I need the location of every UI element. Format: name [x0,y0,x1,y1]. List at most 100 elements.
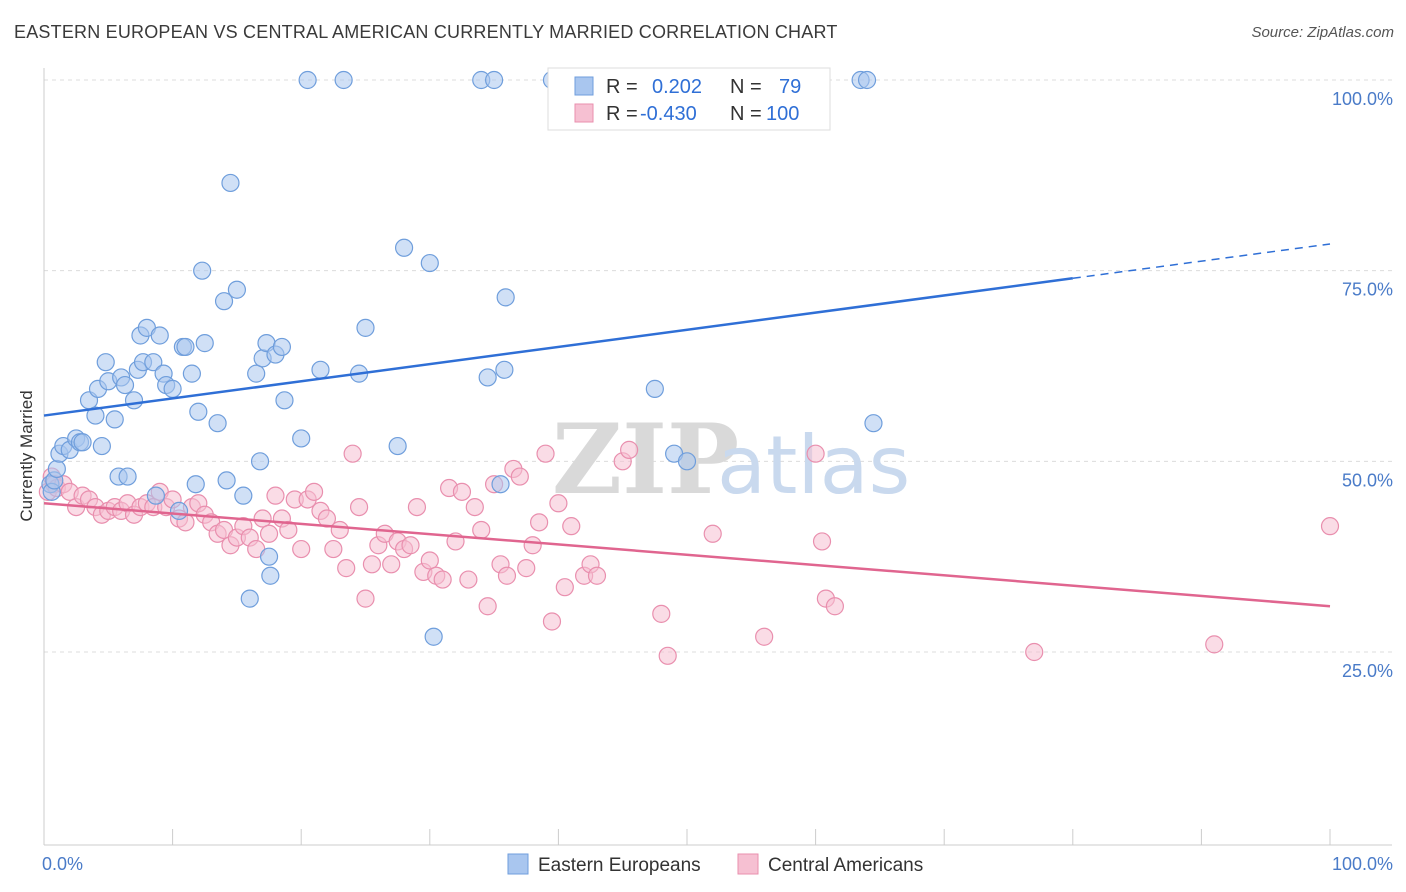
eastern-europeans-point [298,70,317,90]
central-americans-point [825,597,844,616]
eastern-europeans-point [176,337,195,357]
central-americans-point [806,444,825,463]
eastern-europeans-point [478,368,497,387]
central-americans-point [362,555,382,574]
eastern-europeans-point [169,501,189,521]
legend-r-value-pink: -0.430 [640,103,697,125]
legend-swatch-pink [574,103,594,123]
eastern-europeans-point [275,391,294,410]
central-americans-points [38,440,1340,665]
legend-n-value-pink: 100 [766,103,799,125]
eastern-europeans-point [214,292,234,311]
central-americans-point [266,486,285,505]
central-americans-point [259,524,279,543]
central-americans-point [1205,635,1224,654]
eastern-europeans-point [73,433,92,452]
eastern-europeans-point [208,414,227,433]
x-tick-label-max: 100.0% [1332,854,1393,874]
eastern-europeans-point [261,566,280,585]
eastern-europeans-point [150,326,169,345]
central-americans-point [510,467,529,486]
central-americans-point [304,482,324,501]
central-americans-point [292,539,311,559]
trend-lines [43,243,1331,608]
central-americans-point [356,589,375,608]
central-americans-point [478,597,497,616]
eastern-europeans-point [259,547,279,566]
eastern-europeans-point [677,452,697,471]
central-americans-point [452,482,472,501]
watermark: ZIP atlas [552,403,910,516]
central-americans-point [330,520,349,540]
legend-n-value-blue: 79 [779,76,801,98]
eastern-europeans-point [144,353,163,372]
central-americans-point [337,559,356,578]
central-americans-point [382,555,401,574]
eastern-europeans-point [96,353,115,372]
central-americans-point [517,559,536,578]
central-americans-point [542,612,562,631]
y-axis-label: Currently Married [17,390,36,521]
central-americans-point [703,524,722,543]
chart-title: EASTERN EUROPEAN VS CENTRAL AMERICAN CUR… [14,22,838,42]
eastern-europeans-point [92,436,111,456]
series-swatch-eastern-europeans [507,853,529,875]
eastern-europeans-points [41,70,883,646]
eastern-europeans-point [311,360,330,379]
eastern-europeans-point [186,475,205,494]
central-americans-point [279,520,298,540]
central-americans-point [349,497,369,517]
central-americans-point [1320,517,1340,536]
axes [43,68,1392,846]
eastern-europeans-point [485,70,504,90]
central-americans-point [658,646,677,665]
eastern-europeans-point [118,467,137,486]
series-label-eastern-europeans: Eastern Europeans [538,855,701,876]
y-tick-label: 25.0% [1342,661,1393,681]
eastern-europeans-point [193,261,212,280]
watermark-zip: ZIP [552,403,739,516]
eastern-europeans-point [221,173,240,193]
eastern-europeans-point [356,318,375,337]
legend-r-value-blue: 0.202 [652,76,702,98]
legend-r-label-pink: R = [606,103,638,125]
central-americans-point [755,627,774,646]
stats-legend-box [547,67,831,131]
x-tick-label-min: 0.0% [42,854,83,874]
central-americans-point [459,570,478,589]
central-americans-point [253,509,272,528]
eastern-europeans-point [394,238,414,257]
eastern-europeans-point [240,589,259,608]
central-americans-point [420,551,439,570]
central-americans-point [497,566,517,585]
series-swatch-central-americans [737,853,759,875]
eastern-europeans-point [163,379,182,398]
eastern-europeans-point [189,402,208,421]
stats-legend: R = 0.202 N = 79 R = -0.430 N = 100 [547,67,831,131]
eastern-europeans-point [491,475,510,494]
legend-n-label-blue: N = [730,76,762,98]
eastern-europeans-point [146,486,165,505]
eastern-europeans-point [292,429,311,448]
eastern-europeans-point [47,459,66,479]
eastern-europeans-point [247,364,266,383]
central-americans-point [324,539,343,559]
y-tick-label: 50.0% [1342,470,1393,490]
central-americans-point [401,536,420,555]
y-tick-label: 100.0% [1332,89,1393,109]
tick-labels: 25.0% 50.0% 75.0% 100.0% 0.0% 100.0% [42,89,1393,874]
eastern-europeans-point [182,364,201,383]
legend-n-label-pink: N = [730,103,762,125]
central-americans-point [433,570,452,589]
central-americans-point [555,578,574,597]
central-americans-point [620,440,639,459]
central-americans-point [465,497,484,517]
eastern-europeans-trend-extension [1072,243,1331,280]
central-americans-point [407,497,427,517]
central-americans-point [549,494,568,513]
eastern-europeans-point [420,253,439,273]
central-americans-point [812,532,832,551]
eastern-europeans-point [864,414,883,433]
eastern-europeans-point [334,70,353,90]
central-americans-point [1025,642,1044,662]
